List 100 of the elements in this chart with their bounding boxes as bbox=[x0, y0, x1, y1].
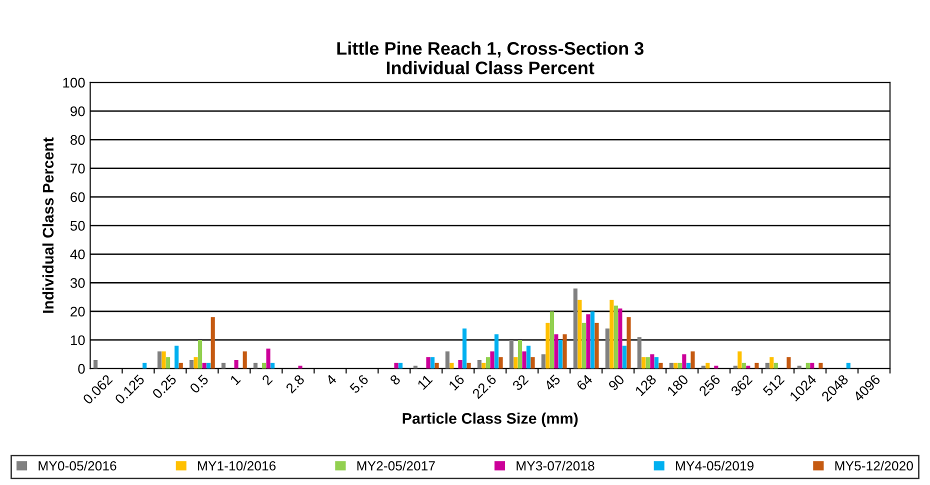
bar bbox=[477, 360, 482, 369]
bar bbox=[194, 357, 198, 369]
bar bbox=[846, 362, 850, 369]
bar bbox=[742, 362, 746, 369]
bar bbox=[586, 314, 590, 369]
y-axis-title: Individual Class Percent bbox=[42, 137, 54, 313]
bar bbox=[706, 362, 710, 369]
bar bbox=[541, 354, 546, 369]
y-tick-label: 50 bbox=[70, 220, 85, 231]
bar bbox=[434, 362, 439, 369]
bar bbox=[578, 300, 582, 369]
y-tick-label: 80 bbox=[70, 135, 85, 145]
x-tick-label: 0.5 bbox=[189, 374, 209, 394]
bar bbox=[202, 362, 206, 369]
bar bbox=[686, 362, 690, 369]
x-tick-label: 90 bbox=[608, 374, 625, 391]
bar bbox=[270, 362, 275, 369]
legend-label: MY4-05/2019 bbox=[676, 460, 754, 471]
bar bbox=[445, 351, 450, 369]
bar bbox=[526, 346, 531, 369]
bar bbox=[166, 357, 170, 369]
x-tick-label: 4 bbox=[325, 374, 337, 386]
bar bbox=[642, 357, 646, 369]
bar bbox=[746, 366, 750, 369]
bar bbox=[765, 362, 770, 369]
bar bbox=[733, 366, 738, 369]
bar bbox=[554, 334, 558, 369]
bar bbox=[682, 354, 686, 369]
x-tick-label: 256 bbox=[698, 374, 721, 396]
bar bbox=[618, 308, 622, 369]
bar bbox=[450, 362, 454, 369]
x-tick-label: 2.8 bbox=[285, 374, 305, 394]
bar bbox=[797, 366, 802, 369]
y-tick-label: 100 bbox=[63, 78, 85, 88]
bar bbox=[562, 334, 567, 369]
bar bbox=[818, 362, 823, 369]
bar bbox=[546, 322, 550, 369]
legend-label: MY2-05/2017 bbox=[357, 460, 435, 471]
x-tick-label: 11 bbox=[417, 374, 433, 390]
chart-title: Little Pine Reach 1, Cross-Section 3 Individual Class Percent bbox=[337, 42, 644, 74]
bar bbox=[637, 337, 642, 369]
bar bbox=[262, 362, 266, 369]
bar bbox=[162, 351, 166, 369]
bar bbox=[669, 362, 674, 369]
legend-label: MY1-10/2016 bbox=[198, 460, 276, 471]
y-tick-label: 20 bbox=[70, 306, 85, 317]
x-tick-label: 362 bbox=[730, 374, 753, 397]
x-tick-label: 32 bbox=[512, 374, 529, 392]
bar bbox=[658, 362, 663, 369]
bar bbox=[522, 351, 526, 369]
bar bbox=[614, 306, 618, 369]
bar bbox=[594, 322, 599, 369]
bar bbox=[610, 300, 614, 369]
x-tick-label: 64 bbox=[576, 374, 594, 391]
y-tick-label: 40 bbox=[70, 249, 85, 260]
bar bbox=[189, 360, 194, 369]
y-tick-label: 10 bbox=[70, 335, 85, 346]
bar bbox=[605, 328, 610, 369]
bar bbox=[426, 357, 430, 369]
bar bbox=[253, 362, 258, 369]
bar bbox=[714, 366, 718, 369]
bar bbox=[810, 362, 814, 369]
bar bbox=[754, 362, 759, 369]
bar bbox=[210, 317, 215, 369]
bar bbox=[774, 362, 778, 369]
bar bbox=[198, 340, 202, 369]
bar bbox=[142, 362, 147, 369]
legend-label: MY3-07/2018 bbox=[516, 460, 594, 471]
bar bbox=[462, 328, 467, 369]
bar bbox=[509, 340, 514, 369]
bar bbox=[206, 362, 211, 369]
bar bbox=[94, 360, 98, 369]
bar bbox=[626, 317, 631, 369]
bar bbox=[646, 357, 650, 369]
bar bbox=[690, 351, 695, 369]
bar bbox=[482, 362, 486, 369]
bar bbox=[770, 357, 774, 369]
y-tick-label: 60 bbox=[70, 192, 85, 202]
x-tick-label: 16 bbox=[448, 374, 465, 391]
x-tick-label: 8 bbox=[389, 374, 401, 386]
bar bbox=[242, 351, 247, 369]
bar bbox=[650, 354, 654, 369]
bar bbox=[530, 357, 535, 369]
bar bbox=[498, 357, 503, 369]
y-tick-label: 0 bbox=[78, 364, 85, 374]
x-tick-label: 512 bbox=[762, 374, 785, 397]
bar bbox=[430, 357, 435, 369]
legend-label: MY0-05/2016 bbox=[38, 460, 116, 471]
bar bbox=[582, 322, 586, 369]
bar bbox=[490, 351, 494, 369]
x-tick-label: 2 bbox=[261, 374, 273, 386]
bar bbox=[266, 348, 270, 369]
bar bbox=[486, 357, 490, 369]
bar bbox=[458, 360, 462, 369]
bar bbox=[654, 357, 658, 369]
bar bbox=[174, 346, 179, 369]
bar bbox=[398, 362, 403, 369]
bar bbox=[786, 357, 791, 369]
bar bbox=[590, 311, 595, 369]
x-tick-label: 5.6 bbox=[349, 374, 369, 394]
